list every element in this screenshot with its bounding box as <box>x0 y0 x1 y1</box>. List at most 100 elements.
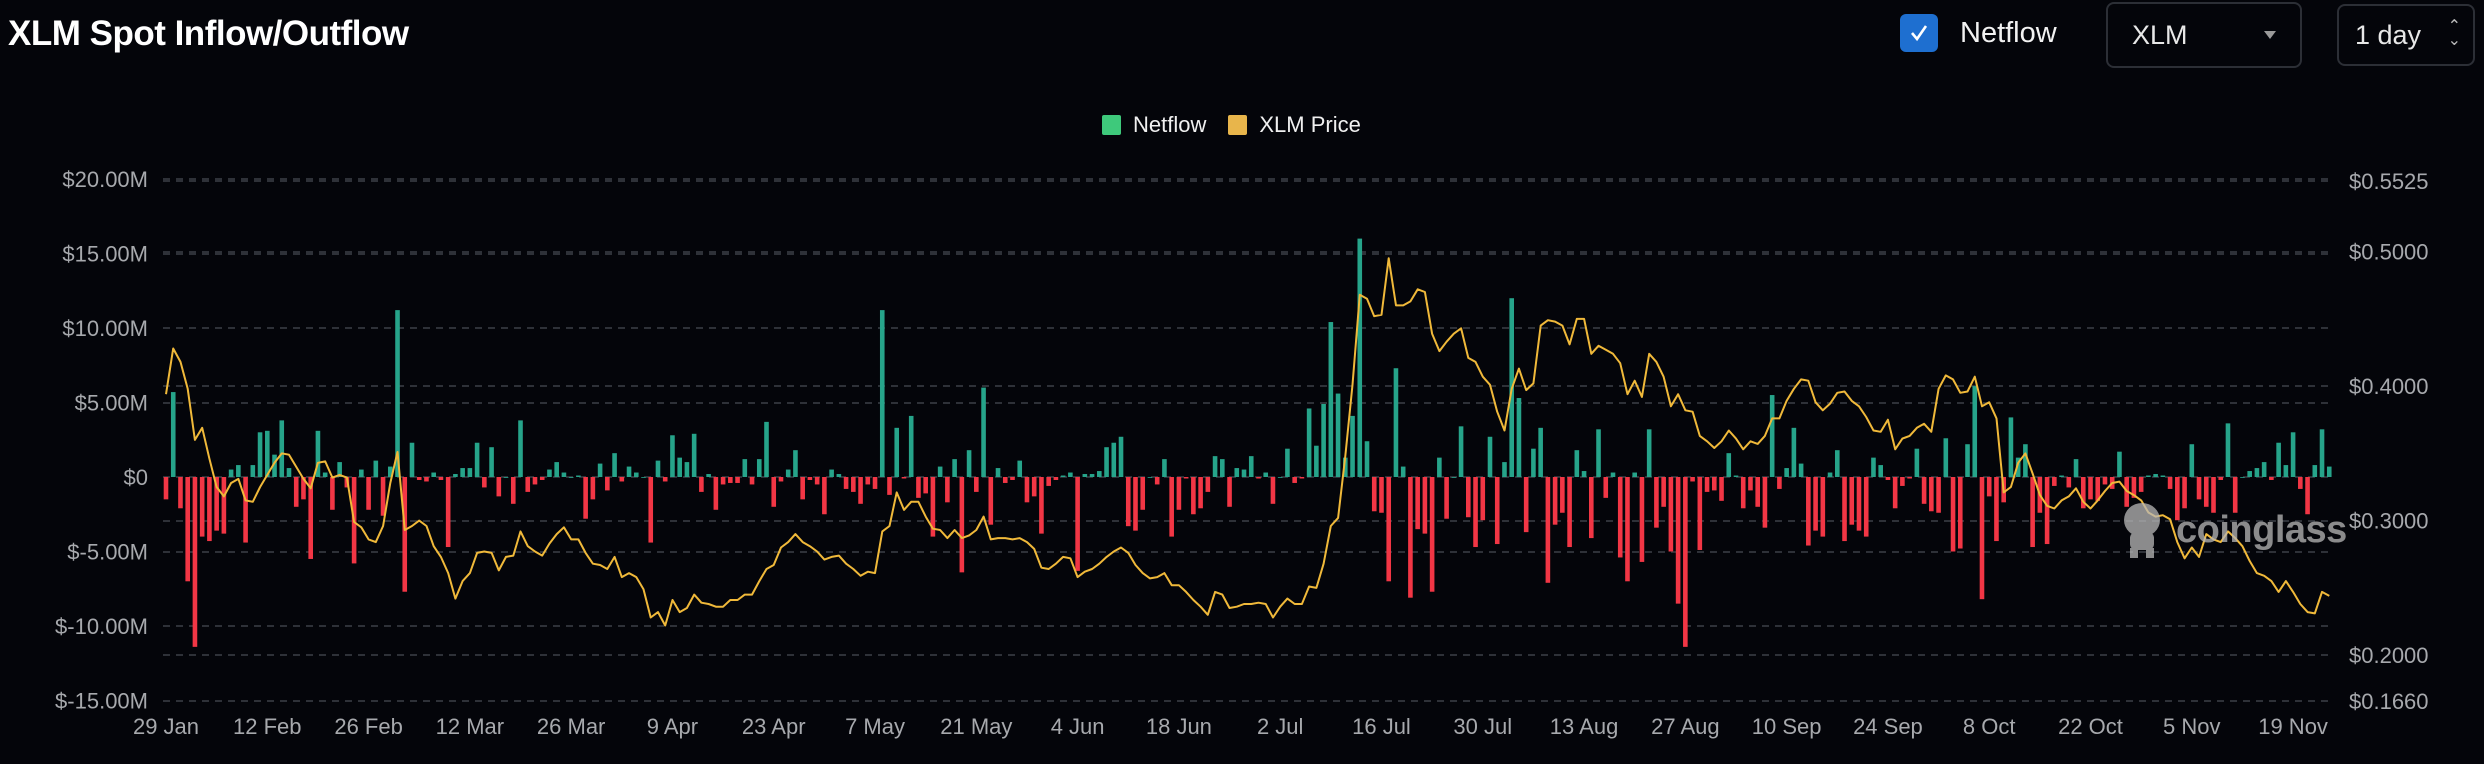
netflow-bar-inflow <box>1972 386 1978 477</box>
netflow-bar-outflow <box>2167 477 2173 489</box>
netflow-bar-outflow <box>865 477 871 485</box>
netflow-bar-inflow <box>2326 466 2332 477</box>
netflow-bar-outflow <box>648 477 654 543</box>
coin-select[interactable]: XLM <box>2106 2 2302 68</box>
netflow-bar-inflow <box>1943 438 1949 477</box>
netflow-bar-outflow <box>2305 477 2310 515</box>
netflow-bar-inflow <box>952 459 957 477</box>
netflow-bar-inflow <box>937 466 943 477</box>
legend-item-price[interactable]: XLM Price <box>1228 112 1361 138</box>
netflow-bar-outflow <box>301 477 306 500</box>
netflow-bar-outflow <box>1371 477 1377 512</box>
netflow-bar-inflow <box>1632 472 1638 477</box>
netflow-bar-outflow <box>1567 477 1572 548</box>
netflow-bar-inflow <box>1082 474 1088 477</box>
netflow-bar-outflow <box>974 477 979 492</box>
caret-down-icon <box>2264 31 2276 39</box>
netflow-bar-outflow <box>308 477 313 559</box>
netflow-bar-inflow <box>1263 472 1269 477</box>
netflow-bar-inflow <box>431 472 436 477</box>
netflow-bar-inflow <box>2189 444 2195 477</box>
netflow-bar-outflow <box>2218 477 2224 480</box>
netflow-bar-inflow <box>1502 462 1507 477</box>
netflow-bar-inflow <box>1357 238 1363 477</box>
netflow-bar-outflow <box>1125 477 1131 527</box>
netflow-bar-outflow <box>1379 477 1384 513</box>
netflow-bar-outflow <box>1133 477 1138 531</box>
netflow-toggle-label: Netflow <box>1960 16 2057 49</box>
netflow-bar-outflow <box>1588 477 1594 539</box>
chart-legend: Netflow XLM Price <box>1102 112 1383 138</box>
x-tick-label: 2 Jul <box>1257 714 1303 739</box>
checkbox-checked-icon[interactable] <box>1900 14 1938 52</box>
netflow-bar-outflow <box>366 477 371 510</box>
netflow-bar-outflow <box>1299 477 1305 479</box>
netflow-bar-outflow <box>380 477 386 516</box>
netflow-bar-outflow <box>1748 477 1753 491</box>
netflow-bar-inflow <box>1314 445 1319 477</box>
netflow-bar-outflow <box>851 477 856 492</box>
netflow-bar-outflow <box>814 477 820 485</box>
netflow-bar-inflow <box>1241 469 1247 477</box>
x-tick-label: 13 Aug <box>1550 714 1619 739</box>
netflow-bar-outflow <box>887 477 892 495</box>
netflow-bar-inflow <box>2261 462 2267 477</box>
netflow-bar-inflow <box>489 447 494 477</box>
netflow-bar-outflow <box>713 477 719 510</box>
netflow-bar-inflow <box>257 432 263 477</box>
netflow-bar-inflow <box>894 427 900 477</box>
netflow-bar-outflow <box>496 477 502 497</box>
netflow-bar-inflow <box>1646 429 1652 477</box>
netflow-bar-outflow <box>662 477 668 482</box>
netflow-bar-outflow <box>1053 477 1059 480</box>
netflow-bar-inflow <box>691 433 697 477</box>
x-tick-label: 22 Oct <box>2058 714 2123 739</box>
netflow-bar-outflow <box>1191 477 1196 515</box>
legend-item-netflow[interactable]: Netflow <box>1102 112 1206 138</box>
netflow-bar-inflow <box>518 420 523 477</box>
netflow-bar-outflow <box>539 477 545 480</box>
netflow-bar-inflow <box>1538 427 1543 477</box>
netflow-bar-outflow <box>482 477 487 488</box>
netflow-bar-outflow <box>930 477 936 537</box>
netflow-bar-inflow <box>568 477 574 478</box>
netflow-bar-inflow <box>1965 444 1970 477</box>
y-left-tick-label: $20.00M <box>62 167 148 192</box>
netflow-bar-outflow <box>1002 477 1008 483</box>
netflow-bar-outflow <box>1675 477 1681 604</box>
netflow-bar-outflow <box>1711 477 1717 491</box>
netflow-bar-outflow <box>1140 477 1146 510</box>
netflow-bar-outflow <box>2095 477 2101 501</box>
legend-label-price: XLM Price <box>1259 112 1361 137</box>
netflow-bar-inflow <box>1437 457 1442 477</box>
netflow-bar-outflow <box>1979 477 1985 600</box>
netflow-bar-inflow <box>1343 457 1348 477</box>
y-left-tick-label: $5.00M <box>75 391 148 416</box>
interval-select[interactable]: 1 day ⌃ ⌄ <box>2337 4 2475 66</box>
netflow-bar-inflow <box>1104 447 1109 477</box>
netflow-bar-outflow <box>771 477 777 507</box>
x-tick-label: 19 Nov <box>2258 714 2328 739</box>
netflow-bar-inflow <box>1733 475 1739 477</box>
netflow-bar-inflow <box>337 462 342 477</box>
netflow-bar-inflow <box>981 387 986 477</box>
netflow-bar-inflow <box>576 475 581 477</box>
netflow-bar-inflow <box>2117 451 2122 477</box>
netflow-bar-inflow <box>2008 417 2014 477</box>
netflow-bar-inflow <box>547 469 552 477</box>
netflow-bar-outflow <box>178 477 183 509</box>
netflow-bar-outflow <box>2138 477 2144 492</box>
netflow-bar-inflow <box>1017 460 1023 477</box>
netflow-bar-outflow <box>807 477 813 480</box>
netflow-bar-outflow <box>1010 477 1015 480</box>
netflow-bar-inflow <box>742 459 748 477</box>
netflow-checkbox-toggle[interactable]: Netflow <box>1900 14 2057 52</box>
netflow-bar-outflow <box>1683 477 1688 647</box>
y-right-tick-label: $0.5000 <box>2349 240 2429 265</box>
coinglass-watermark: coinglass <box>2116 500 2347 560</box>
netflow-bar-inflow <box>1147 477 1153 478</box>
y-left-tick-label: $15.00M <box>62 242 148 267</box>
netflow-bar-outflow <box>2182 477 2187 509</box>
netflow-bar-inflow <box>315 430 321 477</box>
netflow-bar-outflow <box>1856 477 1862 531</box>
